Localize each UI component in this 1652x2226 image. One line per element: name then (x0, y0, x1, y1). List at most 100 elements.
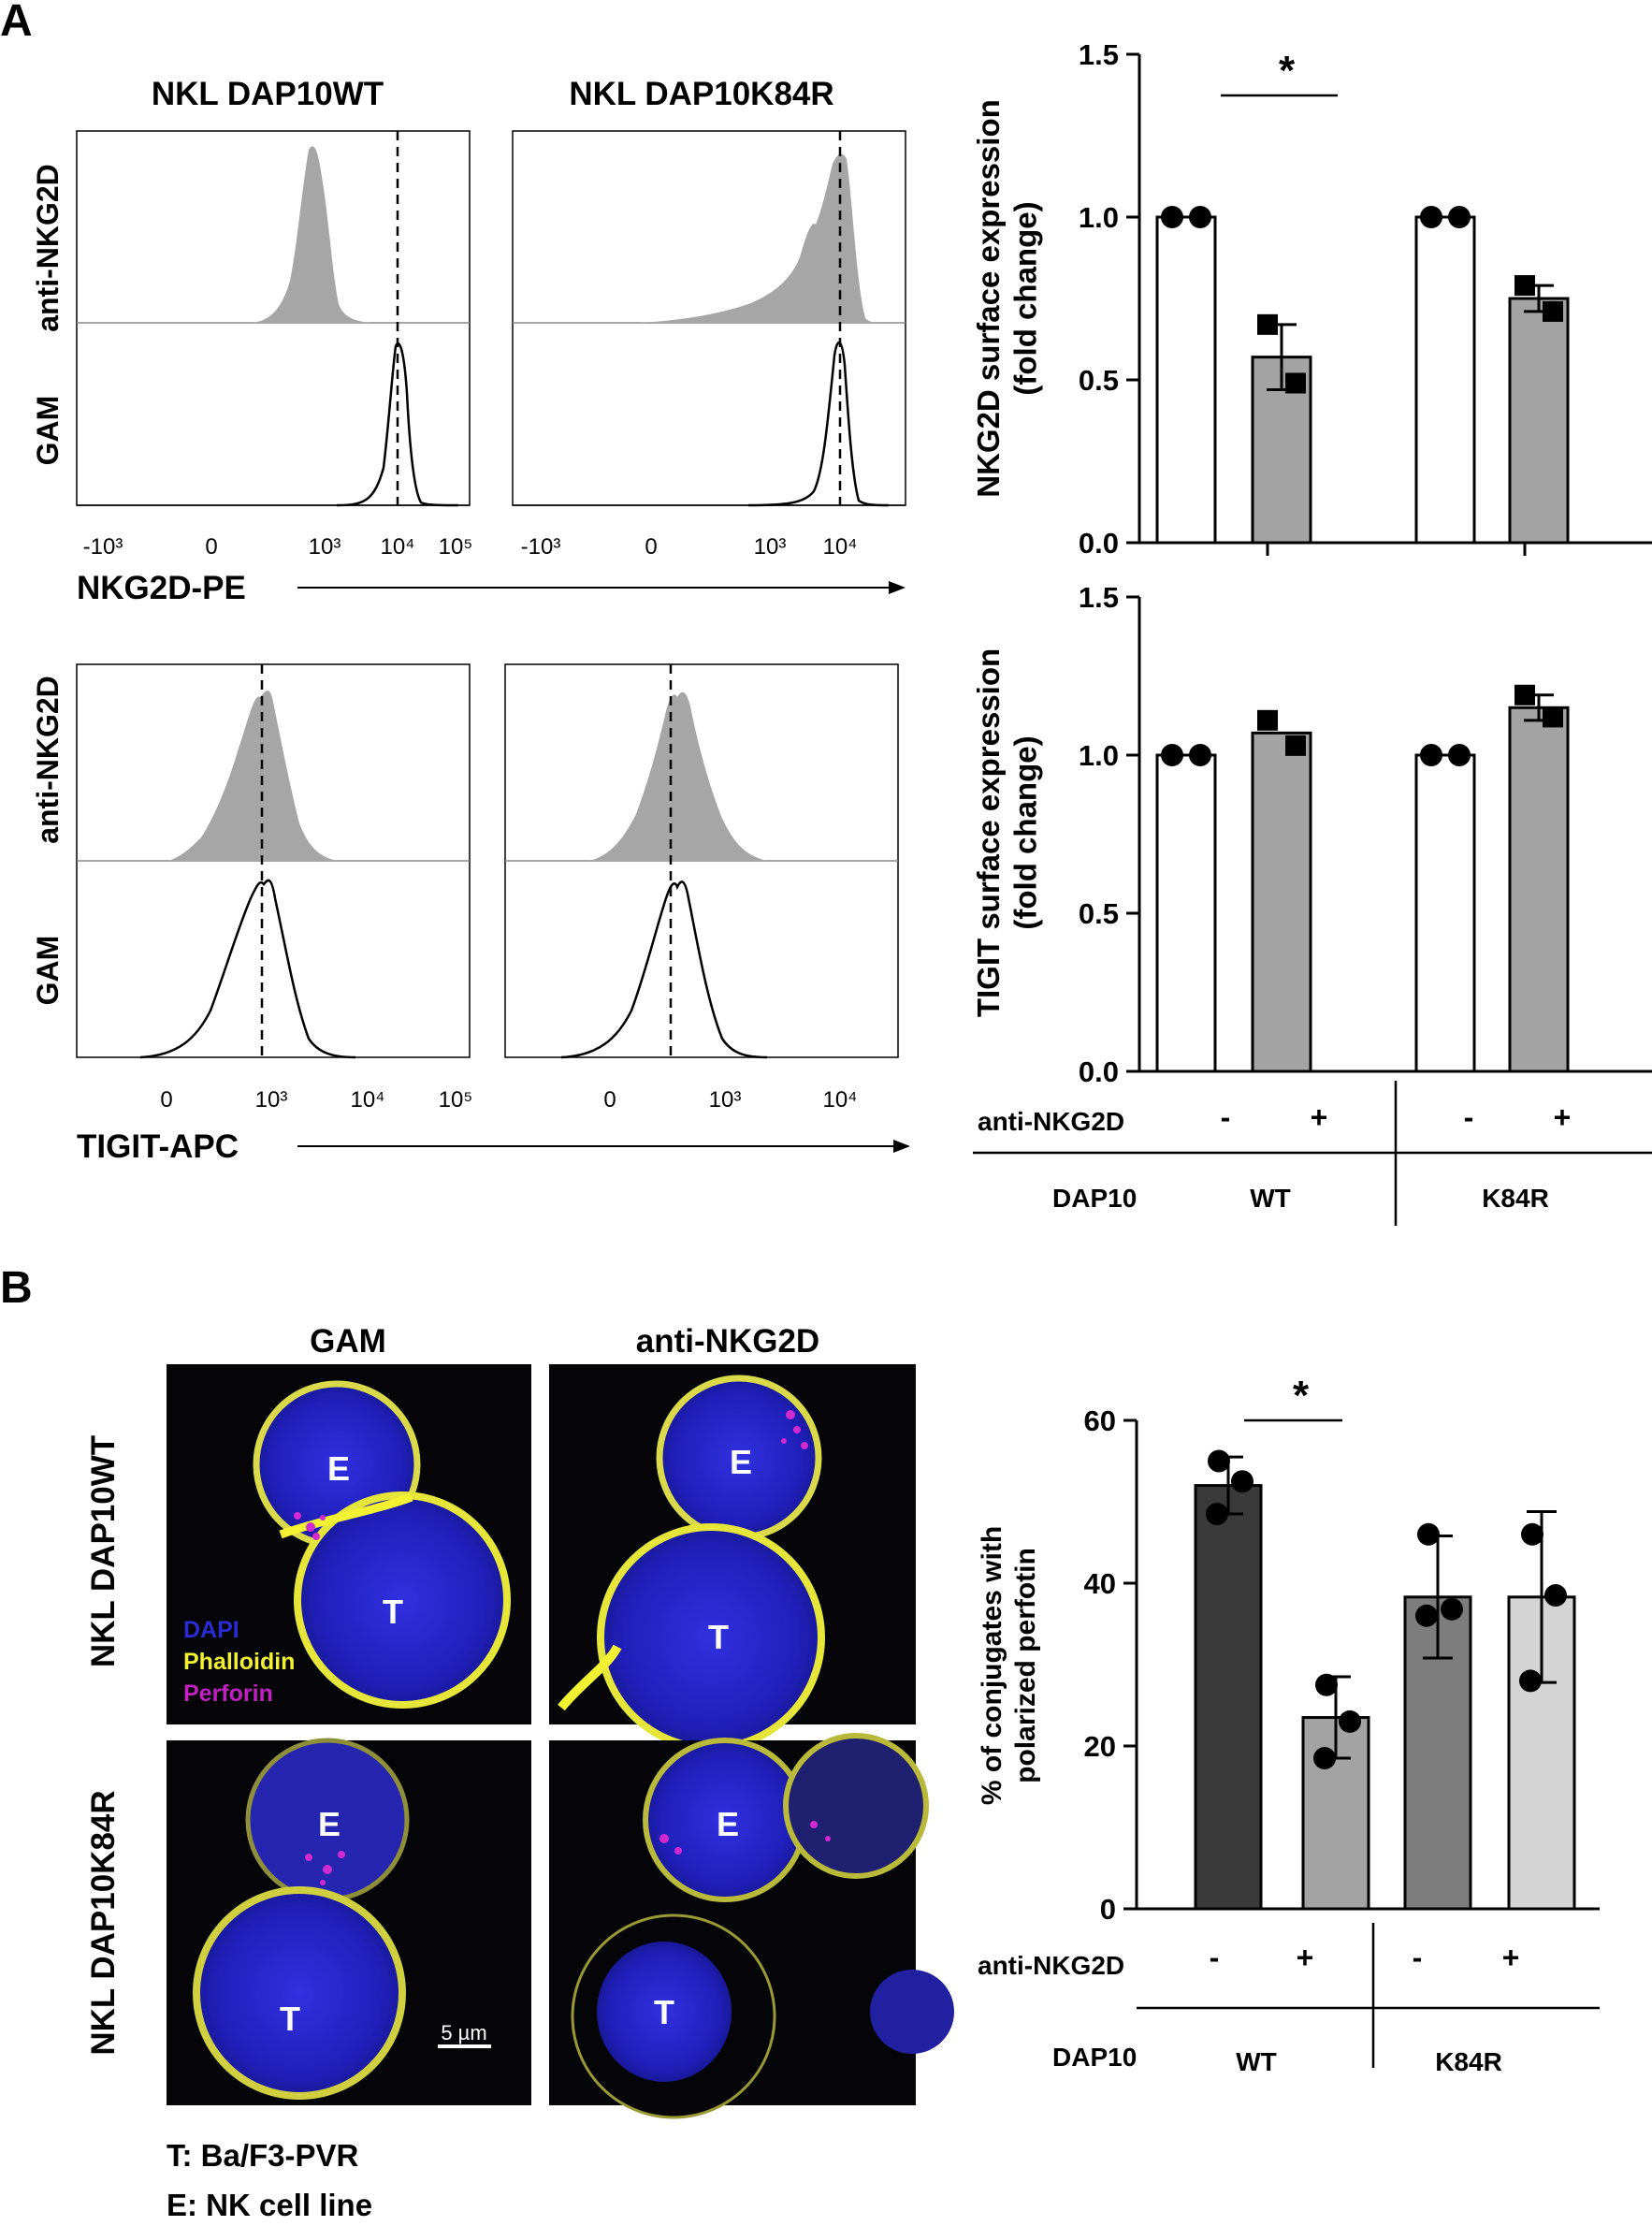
y-tick-label: 0.5 (1079, 364, 1119, 397)
flow-row-label-gam-bottom: GAM (31, 936, 65, 1006)
chart-nkg2d-fold-change: 0.0 0.5 1.0 1.5 NKG2D surface expression(fol… (971, 38, 1652, 560)
data-point (1514, 275, 1535, 297)
histogram-nkg2d-k84r (512, 130, 906, 507)
flow-col-title-wt: NKL DAP10WT (152, 76, 384, 112)
tick-label: 10³ (309, 534, 341, 560)
group-label-k84r: K84R (1482, 1184, 1549, 1213)
chart-tigit-fold-change: 0.0 0.5 1.0 1.5 TIGIT surface expression(fol… (971, 581, 1652, 1088)
data-point (1231, 1470, 1253, 1493)
bar (1155, 753, 1217, 1073)
footnote-t: T: Ba/F3-PVR (167, 2138, 359, 2173)
y-axis-label: NKG2D surface expression(fold change) (971, 99, 1043, 498)
bar (1508, 706, 1570, 1073)
histogram-fill-anti-nkg2d (168, 691, 337, 861)
y-axis-label-line: polarized perfotin (1010, 1548, 1041, 1783)
treatment-label-anti-nkg2d: anti-NKG2D (978, 1107, 1124, 1136)
cell-label-e: E (318, 1805, 341, 1843)
panel-label-a: A (0, 0, 33, 46)
cell-label-t: T (654, 1993, 674, 2031)
bar (1194, 1484, 1263, 1911)
micro-col-title-anti-nkg2d: anti-NKG2D (636, 1323, 819, 1360)
tick-label: -10³ (83, 534, 123, 560)
treatment-sign: - (1210, 1941, 1220, 1974)
treatment-label-dap10: DAP10 (1052, 2043, 1137, 2072)
y-axis-label-line: TIGIT surface expression (971, 648, 1006, 1017)
histogram-line-gam (747, 342, 890, 507)
flow-axis-label-nkg2d: NKG2D-PE (77, 570, 246, 606)
y-tick-label: 60 (1084, 1404, 1116, 1437)
histogram-fill-anti-nkg2d (253, 146, 374, 323)
tick-label: 0 (205, 534, 217, 560)
data-point (1544, 1584, 1567, 1608)
histogram-line-gam (560, 880, 768, 1059)
y-tick-label: 0.0 (1079, 527, 1119, 560)
data-point (1339, 1710, 1361, 1733)
histogram-fill-anti-nkg2d (589, 691, 767, 861)
bar (1414, 215, 1476, 545)
y-tick-label: 40 (1084, 1567, 1116, 1600)
legend-perforin: Perforin (183, 1680, 273, 1707)
tick-label: 10⁴ (380, 534, 414, 560)
data-point (1415, 1604, 1438, 1627)
cell-label-t: T (708, 1618, 729, 1656)
tick-label: 10⁴ (350, 1087, 384, 1113)
tick-label: 10⁵ (439, 1087, 473, 1113)
micro-col-title-gam: GAM (310, 1323, 386, 1360)
cell-label-t: T (383, 1593, 403, 1631)
tick-label: 0 (645, 534, 657, 560)
tick-label: 10⁴ (822, 534, 857, 560)
tick-label: 10⁴ (822, 1087, 857, 1113)
data-point (1521, 1522, 1543, 1546)
data-point (1441, 1597, 1463, 1621)
cell-label-t: T (280, 2000, 300, 2038)
flow-row-label-anti-nkg2d-top: anti-NKG2D (31, 164, 65, 332)
treatment-sign: - (1221, 1100, 1231, 1134)
flow-col-title-k84r: NKL DAP10K84R (569, 76, 833, 112)
significance-star: * (1279, 48, 1296, 94)
flow-axis-label-tigit: TIGIT-APC (77, 1128, 239, 1165)
axis-arrow-head (893, 1140, 910, 1153)
y-tick-label: 0.5 (1079, 897, 1119, 930)
treatment-table-a: anti-NKG2D - + - + DAP10 WT K84R (973, 1081, 1652, 1226)
histogram-fill-anti-nkg2d (636, 153, 884, 323)
tigit-axis-ticks: 0 10³ 10⁴ 10⁵ 0 10³ 10⁴ (160, 1087, 857, 1113)
treatment-sign: - (1413, 1941, 1423, 1974)
y-tick-label: 1.5 (1079, 38, 1119, 71)
micro-row-title-wt: NKL DAP10WT (85, 1435, 122, 1667)
legend-dapi: DAPI (183, 1617, 239, 1643)
data-point (1315, 1673, 1338, 1696)
y-tick-label: 0 (1100, 1893, 1116, 1926)
nkg2d-axis-ticks: -10³ 0 10³ 10⁴ 10⁵ -10³ 0 10³ 10⁴ (77, 504, 906, 560)
flow-row-label-gam-top: GAM (31, 396, 65, 466)
y-axis-label-line: NKG2D surface expression (971, 99, 1006, 498)
treatment-sign: + (1311, 1100, 1328, 1134)
micrograph-k84r-anti-nkg2d: E T (549, 1733, 954, 2119)
bar (1155, 215, 1217, 545)
histogram-line-gam (139, 879, 356, 1059)
micrograph-wt-gam: E T DAPI Phalloidin Perforin (167, 1364, 531, 1724)
footnote-e: E: NK cell line (167, 2188, 372, 2222)
data-point (1285, 735, 1306, 756)
data-point (1208, 1449, 1230, 1473)
y-axis-label-line: (fold change) (1008, 735, 1043, 929)
y-tick-label: 1.0 (1079, 739, 1119, 772)
flow-row-label-anti-nkg2d-bottom: anti-NKG2D (31, 676, 65, 844)
tick-label: -10³ (521, 534, 561, 560)
treatment-sign: + (1297, 1941, 1314, 1974)
data-point (1257, 709, 1278, 731)
data-point (1313, 1747, 1336, 1770)
micrograph-wt-anti-nkg2d: E T (549, 1364, 916, 1752)
y-tick-label: 20 (1084, 1730, 1116, 1763)
bar (1508, 297, 1570, 545)
cell-label-e: E (730, 1443, 752, 1481)
bar (1414, 753, 1476, 1073)
scale-bar-label: 5 µm (441, 2021, 486, 2044)
data-point (1514, 684, 1535, 706)
micro-row-title-k84r: NKL DAP10K84R (85, 1790, 122, 2055)
tick-label: 10³ (255, 1087, 288, 1113)
y-tick-label: 0.0 (1079, 1055, 1119, 1088)
group-label-k84r: K84R (1435, 2047, 1502, 2076)
y-axis-label-line: (fold change) (1008, 201, 1043, 395)
y-tick-label: 1.0 (1079, 201, 1119, 234)
